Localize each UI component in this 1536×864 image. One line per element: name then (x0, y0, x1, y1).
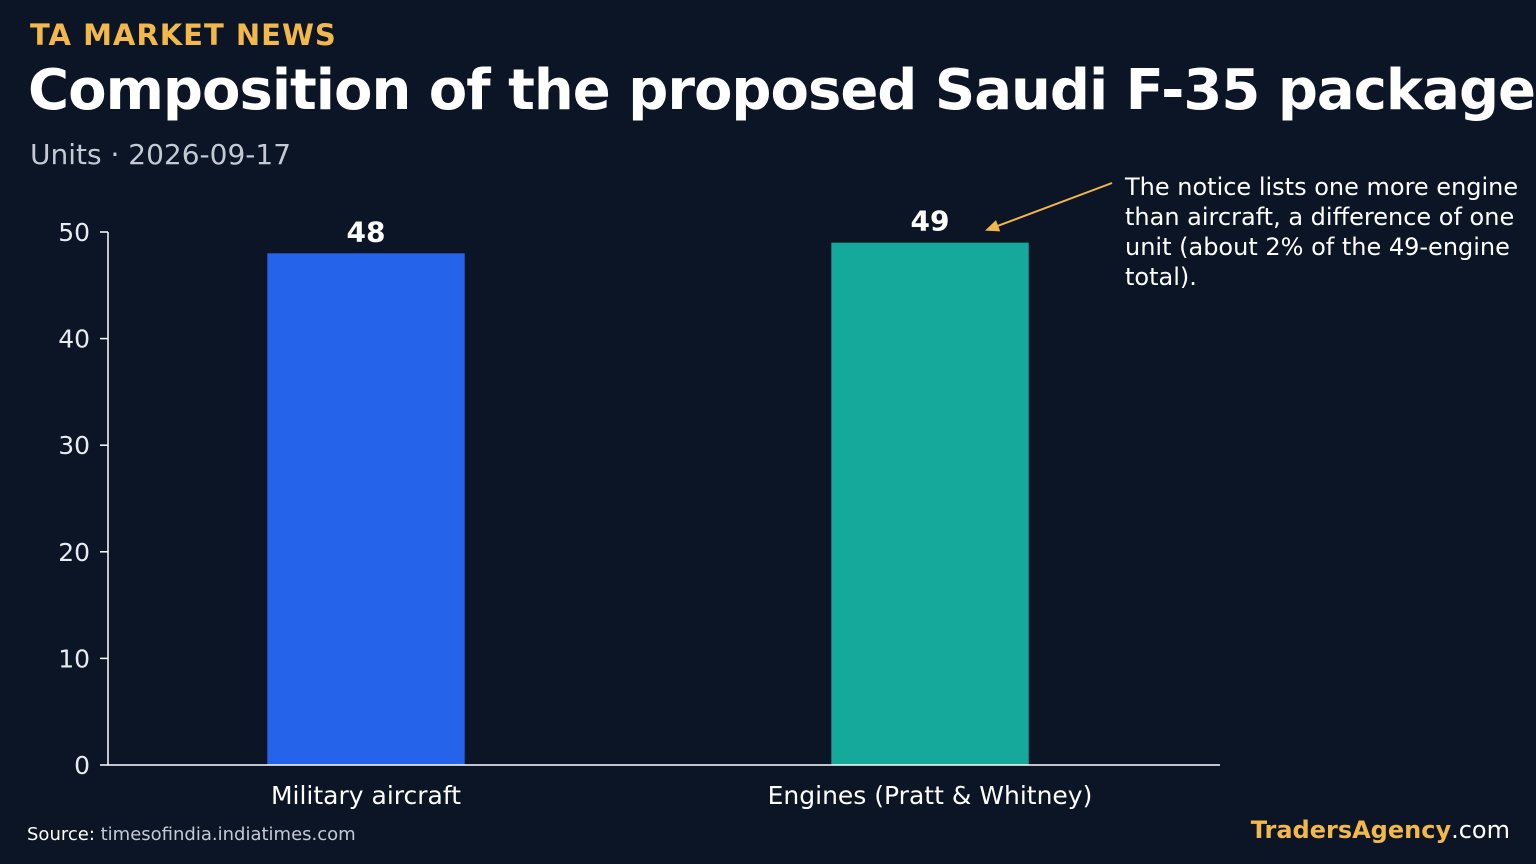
bar-value-label: 49 (911, 205, 950, 238)
x-category-label: Engines (Pratt & Whitney) (768, 781, 1093, 810)
kicker: TA MARKET NEWS (30, 18, 337, 52)
annotation-arrow (985, 182, 1113, 232)
brand-tld: .com (1451, 816, 1510, 844)
annotation-arrow-line (992, 182, 1113, 229)
chart-subtitle: Units · 2026-09-17 (30, 138, 292, 171)
source-url: timesofindia.indiatimes.com (100, 824, 356, 845)
y-tick-label: 30 (58, 431, 90, 460)
value-labels: 48 49 (347, 205, 950, 249)
y-tick-label: 20 (58, 538, 90, 567)
annotation-text: The notice lists one more engine than ai… (1125, 173, 1519, 291)
y-tick-label: 50 (58, 218, 90, 247)
bar (267, 253, 465, 765)
y-tick-label: 0 (74, 751, 90, 780)
source-note: Source: timesofindia.indiatimes.com (27, 824, 356, 845)
bar (831, 242, 1029, 765)
bars (267, 242, 1029, 765)
brand-logo: TradersAgency.com (1251, 816, 1510, 844)
y-axis: 0 10 20 30 40 50 (58, 218, 109, 780)
x-category-label: Military aircraft (271, 781, 461, 810)
source-label: Source: (27, 824, 95, 845)
annotation-arrow-head (985, 220, 1001, 232)
bar-value-label: 48 (347, 215, 386, 248)
y-tick-label: 40 (58, 325, 90, 354)
brand-name: TradersAgency (1250, 816, 1452, 844)
x-axis: Military aircraft Engines (Pratt & Whitne… (108, 764, 1220, 810)
y-tick-label: 10 (58, 644, 90, 673)
chart-title: Composition of the proposed Saudi F-35 p… (28, 58, 1536, 123)
